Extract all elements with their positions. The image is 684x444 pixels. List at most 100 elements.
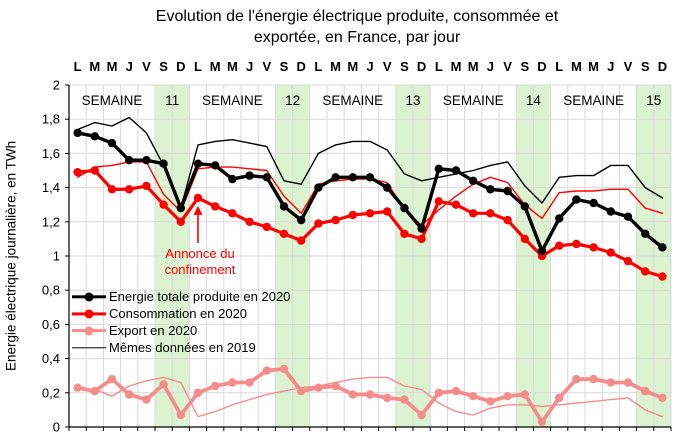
- legend-swatch-donnees-2019: [72, 343, 106, 353]
- data-point: [623, 256, 633, 266]
- y-tick-label: 0: [53, 420, 60, 435]
- data-point: [486, 185, 495, 194]
- day-letter: L: [194, 59, 202, 74]
- data-point: [589, 243, 598, 252]
- day-letter: M: [588, 59, 599, 74]
- legend-item-produite-2020: Energie totale produite en 2020: [72, 288, 290, 305]
- data-point: [606, 378, 615, 387]
- data-point: [383, 183, 392, 192]
- legend-swatch-consommation-2020: [72, 309, 106, 319]
- data-point: [262, 222, 271, 232]
- data-point: [641, 267, 650, 276]
- data-point: [400, 203, 409, 213]
- data-point: [297, 386, 306, 396]
- day-letter: D: [297, 59, 306, 74]
- day-letter: L: [314, 59, 322, 74]
- data-point: [658, 393, 667, 403]
- data-point: [589, 198, 598, 208]
- chart-title-line2: exportée, en France, par jour: [253, 29, 461, 46]
- data-point: [193, 388, 203, 397]
- data-point: [107, 138, 117, 148]
- data-point: [314, 383, 323, 392]
- data-point: [193, 193, 203, 203]
- day-letter: M: [89, 59, 100, 74]
- y-tick-label: 1,6: [42, 146, 60, 161]
- data-point: [107, 374, 117, 384]
- data-point: [159, 200, 168, 209]
- data-point: [262, 366, 271, 375]
- day-letter: M: [571, 59, 582, 74]
- data-point: [211, 202, 220, 211]
- data-point: [503, 392, 512, 401]
- data-point: [641, 386, 650, 396]
- data-point: [297, 236, 306, 245]
- data-point: [400, 395, 409, 404]
- day-letter: J: [126, 59, 133, 74]
- data-point: [245, 171, 254, 180]
- legend-label-consommation-2020: Consommation en 2020: [109, 306, 248, 321]
- data-point: [503, 215, 512, 225]
- legend-label-export-2020: Export en 2020: [109, 323, 198, 338]
- data-point: [469, 176, 478, 185]
- data-point: [572, 374, 581, 384]
- data-point: [73, 128, 82, 138]
- day-letter: V: [624, 59, 633, 74]
- data-point: [176, 217, 185, 226]
- data-point: [297, 215, 306, 225]
- week-word: SEMAINE: [202, 93, 263, 108]
- data-point: [434, 388, 443, 397]
- day-letter: J: [366, 59, 373, 74]
- legend-item-donnees-2019: Mêmes données en 2019: [72, 339, 290, 356]
- day-letter: M: [227, 59, 238, 74]
- data-point: [279, 229, 289, 238]
- day-letter: V: [503, 59, 512, 74]
- day-letter: L: [74, 59, 82, 74]
- day-letter: M: [210, 59, 221, 74]
- data-point: [314, 219, 323, 228]
- y-tick-label: 1,2: [42, 214, 60, 229]
- data-point: [641, 229, 650, 238]
- data-point: [125, 390, 134, 399]
- week-labels: SEMAINE 11 SEMAINE 12 SEMAINE 13 SEMAINE 14 SEMA…: [82, 93, 662, 108]
- day-letter: V: [262, 59, 271, 74]
- data-point: [555, 241, 564, 250]
- y-tick-label: 0,6: [42, 317, 60, 332]
- day-letter: S: [280, 59, 289, 74]
- series-0-thick: [73, 128, 667, 256]
- data-point: [159, 380, 168, 389]
- data-point: [658, 243, 667, 252]
- day-letter: M: [347, 59, 358, 74]
- data-point: [451, 386, 461, 396]
- data-point: [451, 200, 461, 209]
- data-point: [228, 174, 237, 184]
- data-point: [520, 234, 529, 244]
- y-tick-label: 2: [53, 78, 60, 93]
- chart-title: Evolution de l'énergie électrique produi…: [30, 6, 684, 48]
- week-word: SEMAINE: [82, 93, 143, 108]
- data-point: [90, 386, 100, 396]
- data-point: [365, 390, 375, 399]
- day-letter: D: [176, 59, 185, 74]
- data-point: [228, 378, 237, 387]
- data-point: [606, 248, 615, 257]
- day-letter: M: [107, 59, 118, 74]
- day-letter: V: [142, 59, 151, 74]
- data-point: [314, 183, 323, 192]
- annotation-arrow: [193, 205, 203, 243]
- data-point: [142, 156, 151, 165]
- data-point: [245, 217, 254, 226]
- data-point: [211, 381, 220, 391]
- day-letter: M: [451, 59, 462, 74]
- week-word: SEMAINE: [443, 93, 504, 108]
- axes: 2 1,8 1,6 1,4 1,2 1 0,8 0,6 0,4 0,2 0: [42, 78, 672, 435]
- day-letter: J: [607, 59, 614, 74]
- data-point: [348, 210, 357, 220]
- legend-item-consommation-2020: Consommation en 2020: [72, 305, 290, 322]
- data-point: [589, 374, 598, 384]
- data-point: [555, 393, 564, 403]
- data-point: [331, 381, 340, 391]
- data-point: [572, 239, 581, 249]
- legend-item-export-2020: Export en 2020: [72, 322, 290, 339]
- data-point: [90, 132, 100, 141]
